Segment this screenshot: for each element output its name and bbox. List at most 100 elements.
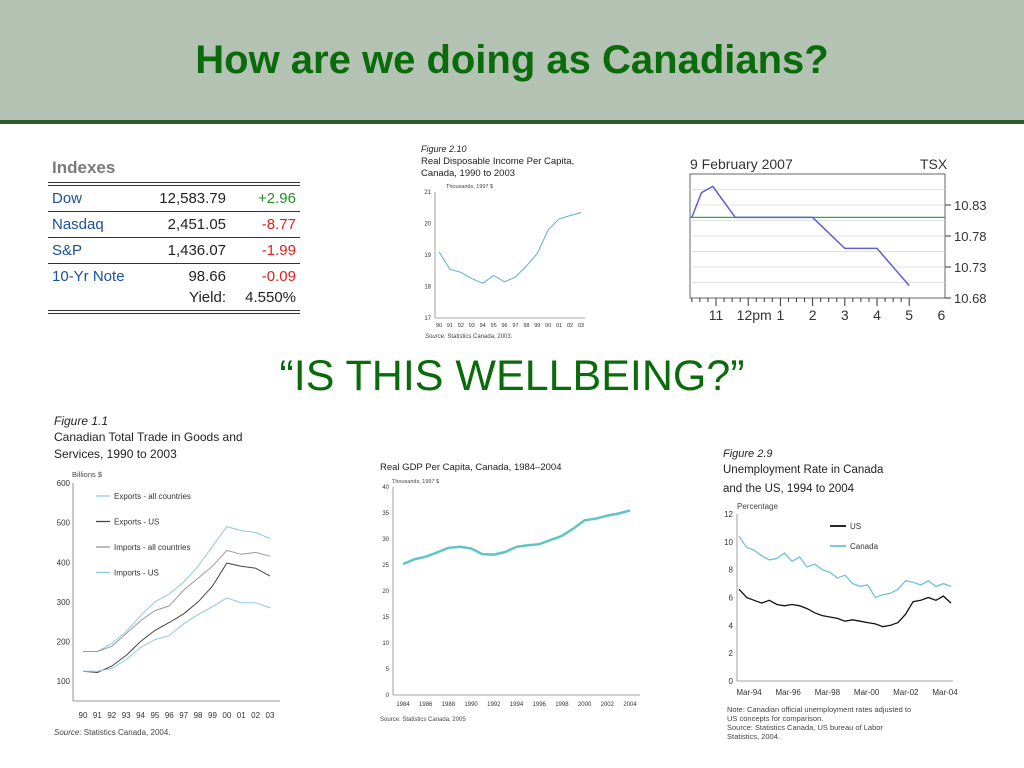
x-tick-label: 02 [251,711,260,720]
plot-area: 100 200 300 400 500 600 90 91 92 93 94 95 96 97 98 99 00… [57,479,280,720]
indexes-rule-top-2 [48,185,300,186]
x-tick-label: Mar-04 [932,688,958,697]
series-line [738,535,952,599]
index-name: Dow [52,190,83,207]
index-value: 2,451.05 [167,216,226,233]
unit-label: Percentage [737,502,778,511]
chart-title-line: and the US, 1994 to 2004 [723,483,855,495]
y-tick-label: 8 [729,566,734,575]
y-tick-label: 12 [724,510,733,519]
x-tick-label: 6 [938,307,946,323]
income-chart: Figure 2.10 Real Disposable Income Per C… [421,144,585,340]
note-line: Source: Statistics Canada, US bureau of … [727,723,883,732]
x-tick-label: 90 [79,711,88,720]
legend-label: Canada [850,542,879,551]
indexes-rule [48,263,300,264]
y-tick-label: 20 [382,589,389,595]
x-tick-label: 93 [469,323,475,329]
y-tick-label: 10.83 [954,198,987,213]
x-tick-label: 96 [501,323,507,329]
note-line: Note: Canadian official unemployment rat… [727,705,911,714]
x-tick-label: 1 [777,307,785,323]
legend-label: Imports - all countries [114,543,190,552]
slide-title: How are we doing as Canadians? [195,38,829,82]
y-tick-label: 5 [386,667,390,673]
legend-label: Exports - US [114,518,159,527]
chart-title-line: Unemployment Rate in Canada [723,464,884,476]
index-change: +2.96 [258,190,296,207]
chart-title-line: Canada, 1990 to 2003 [421,168,515,179]
x-tick-label: 97 [512,323,518,329]
y-tick-label: 100 [57,677,71,686]
x-tick-label: 94 [480,323,486,329]
chart-title-line: Canadian Total Trade in Goods and [54,430,243,444]
y-tick-label: 2 [729,649,734,658]
x-tick-label: 95 [491,323,497,329]
x-tick-label: 94 [136,711,145,720]
legend-label: Imports - US [114,569,159,578]
y-tick-label: 21 [424,190,431,196]
x-tick-label: 4 [873,307,881,323]
x-tick-label: 99 [534,323,540,329]
y-tick-label: 35 [382,511,389,517]
trade-chart: Figure 1.1 Canadian Total Trade in Goods… [54,414,280,737]
x-tick-label: 92 [458,323,464,329]
plot-area: 17 18 19 20 21 90 91 92 93 94 95 96 97 98 99 00 01 02 03 [424,190,585,329]
unemployment-chart: Figure 2.9 Unemployment Rate in Canada a… [723,448,958,741]
y-tick-label: 200 [57,638,71,647]
index-value: 98.66 [188,268,226,285]
unit-label: Thousands, 1997 $ [392,479,439,485]
x-tick-label: 2002 [601,702,615,708]
tsx-label: TSX [920,156,948,172]
x-tick-label: 1994 [510,702,524,708]
series-line [402,509,631,566]
x-tick-label: 1996 [533,702,547,708]
y-tick-label: 6 [729,594,734,603]
x-tick-label: 02 [567,323,573,329]
x-tick-label: 93 [122,711,131,720]
y-tick-label: 0 [386,693,390,699]
x-tick-label: 00 [222,711,231,720]
series-line [82,562,271,674]
index-change: -8.77 [261,216,296,233]
indexes-rule-top [48,182,300,183]
x-tick-label: 1988 [442,702,456,708]
x-tick-label: 98 [523,323,529,329]
x-tick-label: 98 [194,711,203,720]
chart-title-line: Real Disposable Income Per Capita, [421,156,574,167]
title-divider [0,120,1024,124]
x-tick-label: 03 [266,711,275,720]
x-tick-label: 00 [545,323,551,329]
x-tick-label: 2 [809,307,817,323]
x-tick-label: Mar-96 [776,688,802,697]
x-tick-label: Mar-00 [854,688,880,697]
note-line: Statistics, 2004. [727,732,780,741]
chart-title-line: Services, 1990 to 2003 [54,447,177,461]
source-label: Source: [425,334,446,340]
figure-label: Figure 2.10 [421,144,467,154]
x-tick-label: 90 [436,323,442,329]
indexes-rule [48,211,300,212]
source-text: Statistics Canada, 2003. [446,334,513,340]
plot-area: 0 2 4 6 8 10 12 Mar-94 Mar-96 Mar-98 Mar-00 Mar-02 M… [724,510,958,697]
figure-label: Figure 2.9 [723,448,773,460]
y-tick-label: 600 [57,479,71,488]
plot-area: 11 12pm 1 2 3 4 5 6 10.83 10.78 10.73 10.68 [689,173,987,323]
unit-label: Billions $ [72,470,103,479]
x-tick-label: 96 [165,711,174,720]
y-tick-label: 400 [57,558,71,567]
series-line [83,549,271,652]
x-tick-label: Mar-94 [736,688,762,697]
source-note: Source: Statistics Canada, 2004. [54,728,171,737]
x-tick-label: 1986 [419,702,433,708]
source-label: Source: [54,728,82,737]
index-value: 12,583.79 [159,190,226,207]
index-name: Nasdaq [52,216,104,233]
legend-label: US [850,522,861,531]
y-tick-label: 40 [382,485,389,491]
figure-label: Figure 1.1 [54,414,108,428]
index-change: -0.09 [261,268,296,285]
title-bar [0,0,1024,120]
x-tick-label: 1998 [555,702,569,708]
index-value: 1,436.07 [167,242,226,259]
